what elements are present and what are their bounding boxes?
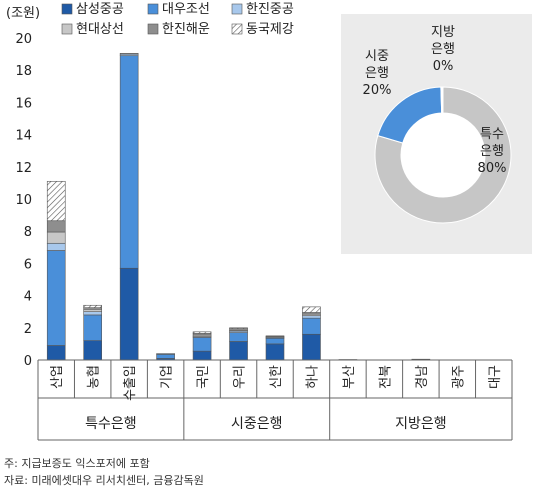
bar-segment — [302, 333, 321, 361]
legend-label: 한진중공 — [246, 2, 294, 17]
bar-segment — [192, 331, 212, 334]
bar-segment — [83, 340, 102, 361]
donut-label: 20% — [363, 83, 392, 98]
x-category-label: 하나 — [305, 365, 320, 389]
bar-segment — [265, 335, 285, 337]
donut-label: 0% — [433, 59, 454, 74]
donut-label: 80% — [478, 161, 507, 176]
y-tick-label: 6 — [24, 257, 32, 272]
bar-segment — [229, 332, 248, 342]
legend-label: 한진해운 — [162, 22, 210, 37]
donut-label: 지방 — [431, 25, 455, 40]
legend-swatch — [61, 3, 73, 15]
bar-segment — [119, 55, 139, 269]
y-tick-label: 8 — [24, 225, 32, 240]
donut-label: 시중 — [365, 49, 389, 64]
stacked-bar-chart: (조원) 0 2 4 6 8 10 12 14 16 18 20 산업 농협 수출입 기업 국민 우리 신한 하나… — [6, 2, 532, 441]
bar-segment — [83, 308, 102, 313]
legend-swatch — [231, 23, 243, 35]
donut-slice — [440, 86, 444, 114]
donut-label: 은행 — [431, 41, 455, 57]
x-category-label: 전북 — [378, 365, 393, 389]
y-tick-label: 20 — [15, 32, 32, 47]
footnote: 주: 지급보증도 익스포저에 포함 — [4, 457, 150, 470]
bar-segment — [46, 250, 66, 346]
bar-segment — [83, 304, 102, 308]
bar-segment — [302, 306, 321, 313]
y-axis: 0 2 4 6 8 10 12 14 16 18 20 — [15, 32, 32, 369]
donut-label: 특수 — [480, 127, 504, 142]
y-axis-label: (조원) — [6, 6, 40, 21]
x-axis-categories: 산업 농협 수출입 기업 국민 우리 신한 하나 부산 전북 경남 광주 대구 — [50, 365, 503, 401]
bar-segment — [265, 343, 285, 361]
axes — [37, 359, 513, 441]
x-category-label: 경남 — [415, 365, 430, 389]
y-tick-label: 2 — [24, 322, 32, 337]
donut-label: 은행 — [365, 65, 389, 81]
bar-segment — [192, 350, 212, 361]
bar-segment — [46, 231, 66, 244]
x-group-label: 특수은행 — [85, 416, 137, 432]
legend-swatch — [147, 3, 159, 15]
bar-segment — [46, 220, 66, 233]
legend-swatch — [61, 23, 73, 35]
x-group-label: 지방은행 — [395, 416, 447, 432]
bar-segment — [265, 337, 285, 345]
bar-segment — [83, 314, 102, 341]
bar-segment — [46, 242, 66, 251]
x-category-label: 우리 — [233, 365, 248, 389]
y-tick-label: 4 — [24, 290, 32, 305]
x-category-label: 농협 — [87, 365, 102, 389]
x-category-label: 광주 — [451, 365, 466, 389]
bar-segment — [302, 317, 321, 335]
x-category-label: 국민 — [196, 365, 211, 389]
y-tick-label: 18 — [15, 64, 32, 79]
legend-swatch — [147, 23, 159, 35]
y-tick-label: 16 — [15, 96, 32, 111]
y-tick-label: 10 — [15, 193, 32, 208]
legend-label: 동국제강 — [246, 22, 294, 37]
bar-segment — [156, 354, 175, 359]
bar-segment — [229, 327, 248, 329]
x-category-label: 대구 — [488, 365, 503, 389]
bars — [46, 52, 431, 361]
y-tick-label: 0 — [24, 354, 32, 369]
y-tick-label: 14 — [15, 129, 32, 144]
bar-segment — [119, 267, 139, 361]
bar-segment — [229, 341, 248, 361]
legend-label: 대우조선 — [162, 2, 210, 17]
bar-segment — [83, 311, 102, 316]
x-category-label: 신한 — [269, 365, 284, 389]
legend-swatch — [231, 3, 243, 15]
x-category-label: 기업 — [160, 365, 175, 389]
legend-label: 삼성중공 — [76, 2, 124, 17]
legend-label: 현대상선 — [76, 22, 124, 37]
source-note: 자료: 미래에셋대우 리서치센터, 금융감독원 — [4, 474, 204, 487]
x-category-label: 수출입 — [123, 365, 138, 401]
donut-hole — [401, 113, 485, 197]
bar-segment — [119, 52, 139, 55]
bar-segment — [156, 353, 175, 355]
donut-label: 은행 — [480, 143, 504, 159]
x-category-label: 산업 — [50, 365, 65, 389]
x-axis-groups: 특수은행 시중은행 지방은행 — [85, 416, 446, 432]
bar-segment — [192, 337, 212, 352]
bar-segment — [46, 180, 66, 222]
bar-segment — [46, 345, 66, 361]
x-group-label: 시중은행 — [231, 416, 283, 432]
y-tick-label: 12 — [15, 161, 32, 176]
x-category-label: 부산 — [342, 365, 357, 389]
bar-segment — [302, 315, 321, 319]
